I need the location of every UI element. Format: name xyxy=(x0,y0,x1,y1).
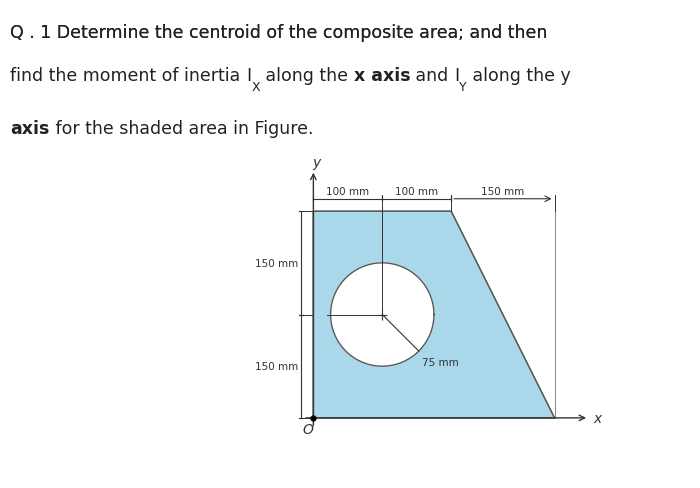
Text: for the shaded area in Figure.: for the shaded area in Figure. xyxy=(50,120,314,138)
Text: Q . 1 Determine the centroid of the composite area; and then: Q . 1 Determine the centroid of the comp… xyxy=(10,24,548,42)
Text: X: X xyxy=(251,81,260,94)
Text: x: x xyxy=(593,411,601,425)
Text: axis: axis xyxy=(10,120,50,138)
Text: 150 mm: 150 mm xyxy=(255,258,298,268)
Text: 150 mm: 150 mm xyxy=(255,362,298,371)
Text: along the y: along the y xyxy=(467,66,570,84)
Text: y: y xyxy=(312,156,320,170)
Text: along the: along the xyxy=(260,66,354,84)
Text: 100 mm: 100 mm xyxy=(326,186,370,197)
Polygon shape xyxy=(330,264,434,366)
Text: find the moment of inertia: find the moment of inertia xyxy=(10,66,246,84)
Text: 150 mm: 150 mm xyxy=(481,186,524,197)
Text: I: I xyxy=(246,66,251,84)
Text: Q . 1 Determine the centroid of the composite area; and then: Q . 1 Determine the centroid of the comp… xyxy=(10,24,548,42)
Polygon shape xyxy=(314,212,554,418)
Text: x axis: x axis xyxy=(354,66,410,84)
Text: Y: Y xyxy=(459,81,467,94)
Text: O: O xyxy=(302,422,314,436)
Text: 75 mm: 75 mm xyxy=(422,357,459,367)
Text: I: I xyxy=(454,66,459,84)
Text: and: and xyxy=(410,66,454,84)
Text: 100 mm: 100 mm xyxy=(395,186,438,197)
